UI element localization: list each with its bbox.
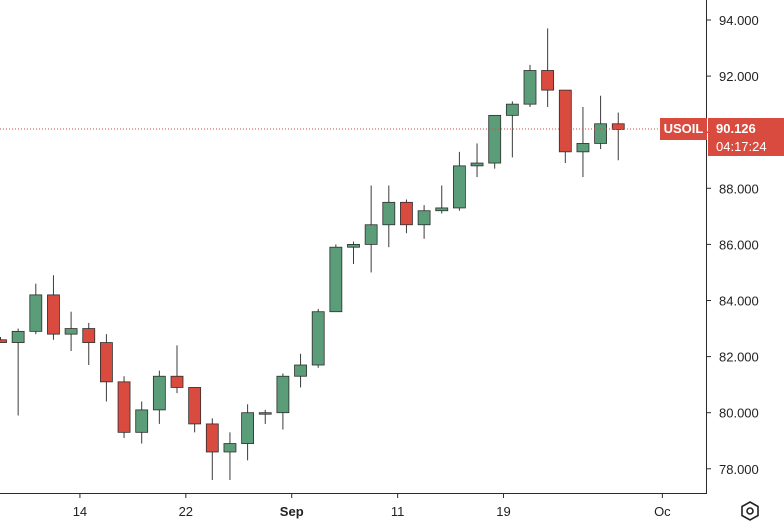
candles-layer <box>0 28 625 481</box>
candle <box>470 143 484 178</box>
candle <box>29 283 43 335</box>
candle-body <box>223 443 237 453</box>
candle <box>347 241 360 265</box>
candle <box>117 376 131 438</box>
price-axis[interactable]: 94.00092.00090.00088.00086.00084.00082.0… <box>707 13 759 477</box>
candle-body <box>135 409 149 433</box>
candle <box>541 28 555 107</box>
candle-body <box>417 210 431 226</box>
candle <box>417 205 431 239</box>
candle <box>488 114 502 169</box>
y-tick-label: 92.000 <box>719 69 759 84</box>
candle <box>611 112 625 161</box>
candle-body <box>364 224 378 245</box>
candle-body <box>152 375 166 411</box>
candle <box>382 185 396 248</box>
last-price-label: USOIL 90.126 04:17:24 <box>660 118 784 156</box>
candle-body <box>47 294 60 335</box>
candle <box>135 401 149 444</box>
candle <box>64 311 78 351</box>
candle-body <box>258 412 272 415</box>
candle <box>523 64 537 107</box>
candle-body <box>576 143 590 153</box>
candle <box>505 101 519 158</box>
y-tick-label: 88.000 <box>719 181 759 196</box>
y-tick-label: 84.000 <box>719 294 759 309</box>
symbol-badge: USOIL <box>660 118 707 140</box>
candle-body <box>382 201 396 226</box>
candle-body <box>205 423 219 453</box>
candle-body <box>435 207 449 212</box>
candle-body <box>541 70 555 91</box>
y-tick-label: 78.000 <box>719 462 759 477</box>
candle <box>0 336 7 343</box>
candle <box>100 334 113 402</box>
candle-body <box>276 375 290 414</box>
candle <box>364 185 378 273</box>
candle <box>258 409 272 424</box>
candle-body <box>11 330 25 343</box>
candle <box>594 95 607 150</box>
candle <box>435 185 449 214</box>
candle-body <box>470 162 484 167</box>
candle-body <box>558 89 572 153</box>
candle <box>11 328 25 416</box>
candle-body <box>452 165 466 209</box>
x-tick-label: 11 <box>391 504 405 519</box>
y-tick-label: 94.000 <box>719 13 759 28</box>
y-tick-label: 86.000 <box>719 237 759 252</box>
candle <box>82 322 96 366</box>
candle <box>558 89 572 164</box>
candle-body <box>311 311 325 366</box>
candle-body <box>100 342 113 383</box>
candle-body <box>64 328 78 335</box>
candle <box>223 432 237 481</box>
y-tick-label: 80.000 <box>719 406 759 421</box>
settings-icon[interactable] <box>739 500 761 522</box>
candle-body <box>347 243 360 248</box>
candle <box>400 199 413 234</box>
candle <box>152 370 166 424</box>
candle-body <box>117 381 131 433</box>
candle-body <box>523 70 537 105</box>
candle-body <box>188 387 202 425</box>
candle-body <box>400 201 413 226</box>
x-tick-label: 22 <box>179 504 193 519</box>
y-tick-label: 82.000 <box>719 350 759 365</box>
candle-body <box>329 246 343 313</box>
time-axis[interactable]: 14 22 Sep 11 19 Oc <box>73 494 671 519</box>
candle-body <box>82 328 96 343</box>
candle <box>294 353 307 388</box>
x-tick-label: Sep <box>280 504 304 519</box>
last-price-value: 90.126 <box>708 118 784 140</box>
candle-body <box>505 103 519 116</box>
candle <box>452 151 466 211</box>
candle <box>170 345 184 394</box>
x-tick-label: 19 <box>496 504 510 519</box>
candle-body <box>170 375 184 388</box>
candle <box>47 275 60 340</box>
candle <box>241 404 255 461</box>
candle-body <box>594 123 607 144</box>
candle-body <box>0 339 7 343</box>
bar-countdown: 04:17:24 <box>708 138 784 156</box>
candle <box>576 106 590 178</box>
candle-body <box>241 412 255 444</box>
x-tick-label: 14 <box>73 504 87 519</box>
candle <box>188 387 202 433</box>
candle-body <box>29 294 43 332</box>
candle <box>205 418 219 481</box>
candle-body <box>488 114 502 164</box>
candle-body <box>294 364 307 377</box>
x-tick-label: Oc <box>654 504 671 519</box>
candle <box>311 308 325 368</box>
candle <box>276 373 290 430</box>
candle <box>329 244 343 313</box>
